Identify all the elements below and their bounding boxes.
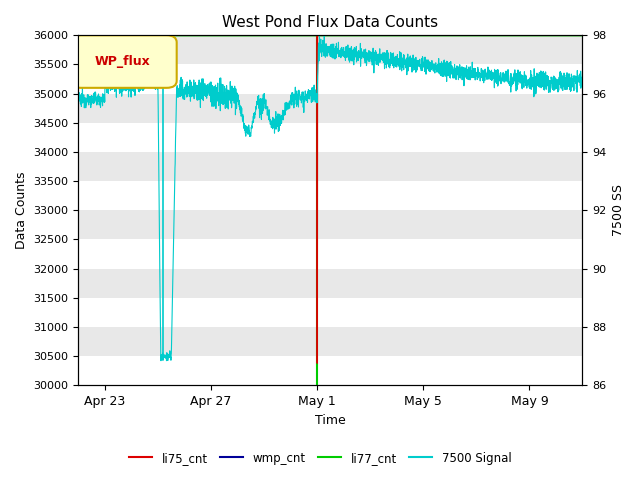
Title: West Pond Flux Data Counts: West Pond Flux Data Counts	[222, 15, 438, 30]
Bar	[79, 298, 582, 327]
X-axis label: Time: Time	[315, 414, 346, 427]
Text: WP_flux: WP_flux	[95, 55, 150, 68]
Legend: li75_cnt, wmp_cnt, li77_cnt, 7500 Signal: li75_cnt, wmp_cnt, li77_cnt, 7500 Signal	[124, 447, 516, 469]
Bar	[79, 356, 582, 385]
Bar	[79, 181, 582, 210]
Y-axis label: 7500 SS: 7500 SS	[612, 184, 625, 236]
Y-axis label: Data Counts: Data Counts	[15, 171, 28, 249]
FancyBboxPatch shape	[71, 36, 177, 88]
Bar	[79, 240, 582, 269]
Bar	[79, 64, 582, 94]
Bar	[79, 123, 582, 152]
